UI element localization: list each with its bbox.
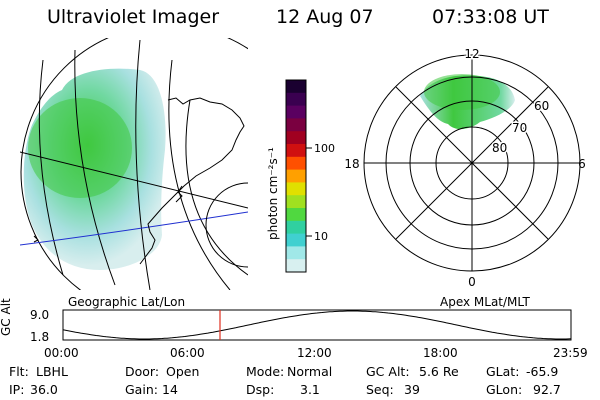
colorbar-segment: [286, 246, 306, 260]
mlt-label-6: 6: [578, 157, 586, 171]
info-ip-label: IP:: [9, 382, 25, 397]
info-mode-label: Mode:: [246, 364, 285, 379]
oval-core: [424, 74, 500, 110]
info-flt-value: LBHL: [36, 364, 68, 379]
colorbar-segment: [286, 259, 306, 273]
info-door-label: Door:: [125, 364, 160, 379]
colorbar-segment: [286, 220, 306, 235]
altitude-tick-bottom: 1.8: [30, 330, 50, 344]
info-glat-label: GLat:: [486, 364, 520, 379]
coastline-detail: [175, 185, 183, 203]
colorbar-segment: [286, 169, 306, 183]
mlat-label-60: 60: [534, 99, 549, 113]
time-tick-1200: 12:00: [297, 346, 332, 360]
colorbar-segment: [286, 92, 306, 107]
colorbar-label-100: 100: [314, 142, 335, 155]
colorbar-segment: [286, 208, 306, 222]
small-circle: [205, 182, 248, 268]
mlt-label-18: 18: [344, 157, 359, 171]
instrument-title: Ultraviolet Imager: [47, 6, 220, 28]
time-tick-2359: 23:59: [553, 346, 588, 360]
colorbar-segment: [286, 131, 306, 145]
colorbar-segment: [286, 233, 306, 247]
mlat-label-80: 80: [492, 141, 507, 155]
meridian-1: [38, 59, 64, 276]
time-tick-0000: 00:00: [44, 346, 79, 360]
altitude-strip: [62, 309, 572, 341]
date-label: 12 Aug 07: [276, 6, 374, 28]
altitude-axis-label: GC Alt: [0, 298, 13, 336]
colorbar: [286, 80, 306, 273]
info-gcalt-value: 5.6 Re: [419, 364, 459, 379]
info-gain-label: Gain:: [125, 382, 158, 397]
colorbar-label-10: 10: [314, 230, 328, 243]
altitude-tick-top: 9.0: [30, 308, 50, 322]
info-dsp-label: Dsp:: [246, 382, 275, 397]
colorbar-segment: [286, 156, 306, 171]
info-door-value: Open: [166, 364, 200, 379]
meridian-5: [185, 99, 248, 276]
colorbar-segment: [286, 105, 306, 119]
colorbar-segment: [286, 195, 306, 209]
colorbar-unit: photon cm⁻²s⁻¹: [266, 147, 280, 240]
info-glat-value: -65.9: [526, 364, 559, 379]
info-dsp-value: 3.1: [300, 382, 320, 397]
meridian-2: [74, 49, 116, 286]
globe-limb: [20, 38, 248, 290]
altitude-frame: [62, 309, 572, 341]
terminator-line: [20, 211, 248, 246]
info-seq-value: 39: [404, 382, 420, 397]
parallel-line: [20, 151, 248, 209]
mlt-label-12: 12: [464, 47, 479, 61]
time-label: 07:33:08 UT: [432, 6, 549, 28]
island-mark: [33, 235, 39, 243]
polar-plot: 12 18 6 0 60 70 80: [344, 46, 586, 291]
info-flt-label: Flt:: [9, 364, 29, 379]
info-ip-value: 36.0: [30, 382, 58, 397]
info-mode-value: Normal: [287, 364, 333, 379]
mlt-label-0: 0: [468, 275, 476, 289]
coastline: [139, 97, 245, 265]
geo-map-label: Geographic Lat/Lon: [68, 295, 186, 309]
time-tick-1800: 18:00: [423, 346, 458, 360]
colorbar-segment: [286, 118, 306, 132]
colorbar-segment: [286, 182, 306, 196]
info-gcalt-label: GC Alt:: [366, 364, 410, 379]
info-gain-value: 14: [162, 382, 178, 397]
polar-diagonal-2: [395, 86, 549, 240]
info-glon-label: GLon:: [486, 382, 523, 397]
meridian-4: [168, 59, 231, 290]
colorbar-segment: [286, 144, 306, 158]
polar-plot-label: Apex MLat/MLT: [440, 295, 530, 309]
altitude-curve: [62, 310, 572, 340]
colorbar-segment: [286, 80, 306, 94]
geographic-map: [20, 38, 248, 290]
time-tick-0600: 06:00: [170, 346, 205, 360]
mlat-label-70: 70: [512, 121, 527, 135]
info-glon-value: 92.7: [533, 382, 561, 397]
colorbar-frame: [285, 79, 307, 273]
info-seq-label: Seq:: [366, 382, 394, 397]
